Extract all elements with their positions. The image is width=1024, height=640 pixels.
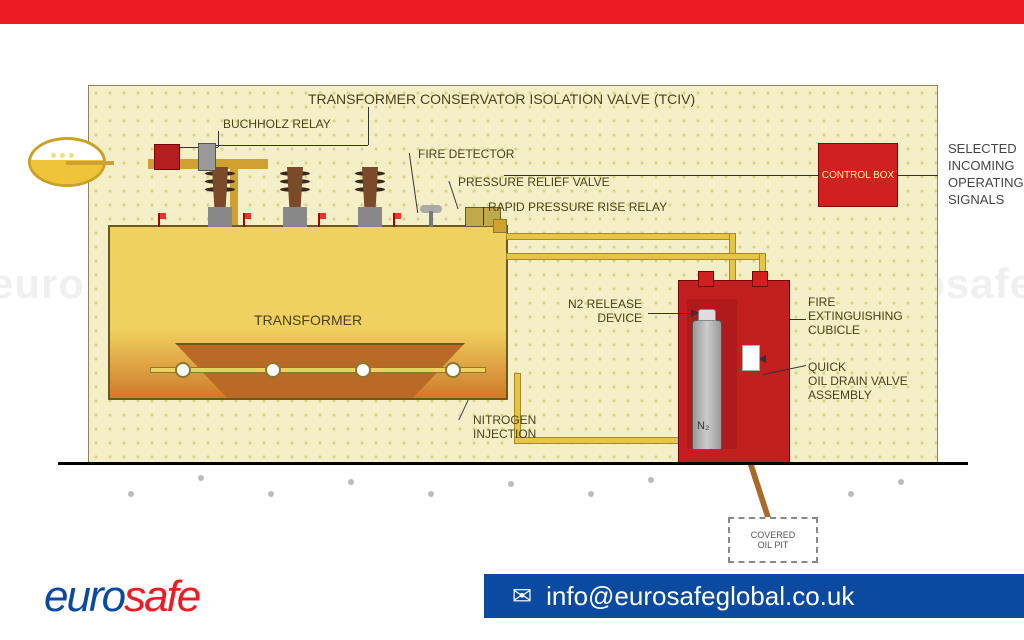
leader-tciv [368, 107, 369, 145]
fec-valve [698, 271, 714, 287]
label-buchholz: BUCHHOLZ RELAY [223, 117, 331, 131]
diagram: TRANSFORMER CONSERVATOR ISOLATION VALVE … [88, 85, 938, 505]
ni-pipe-out-h [514, 437, 680, 444]
label-fire-detector: FIRE DETECTOR [418, 147, 514, 161]
label-rprr: RAPID PRESSURE RISE RELAY [488, 200, 667, 214]
ni-pipe-internal [150, 367, 486, 373]
diagram-title: TRANSFORMER CONSERVATOR ISOLATION VALVE … [308, 91, 695, 107]
ground-line [58, 462, 968, 465]
email-text: info@eurosafeglobal.co.uk [546, 581, 854, 612]
qodv-device [742, 345, 760, 371]
oil-pit: COVERED OIL PIT [728, 517, 818, 563]
pipe-mid [506, 253, 766, 260]
ni-nozzle [445, 362, 461, 378]
label-prv: PRESSURE RELIEF VALVE [458, 175, 610, 189]
rprr-valve [493, 219, 507, 233]
fire-detector-flag [390, 213, 398, 227]
fec-valve [752, 271, 768, 287]
bushing [280, 167, 310, 227]
ni-nozzle [175, 362, 191, 378]
fd-to-control-line [504, 175, 818, 176]
label-qodv: QUICK OIL DRAIN VALVE ASSEMBLY [808, 360, 908, 402]
pressure-relief-valve [420, 205, 442, 227]
label-signals: SELECTED INCOMING OPERATING SIGNALS [948, 141, 1024, 209]
n2-cap [698, 309, 716, 321]
label-ni: NITROGEN INJECTION [473, 413, 536, 441]
transformer-label: TRANSFORMER [254, 312, 362, 328]
bushing [205, 167, 235, 227]
pipe-top [506, 233, 736, 240]
tciv-valve [198, 143, 216, 171]
buchholz-relay [154, 144, 180, 170]
fire-detector-flag [315, 213, 323, 227]
label-fec: FIRE EXTINGUISHING CUBICLE [808, 295, 903, 337]
ni-nozzle [265, 362, 281, 378]
label-n2-release: N2 RELEASE DEVICE [568, 297, 642, 325]
conservator-pipe [106, 158, 154, 168]
transformer-body: TRANSFORMER [108, 225, 508, 400]
fire-detector-flag [155, 213, 163, 227]
n2-label: N₂ [697, 420, 709, 432]
top-red-bar [0, 0, 1024, 24]
control-box: CONTROL BOX [818, 143, 898, 207]
ni-nozzle [355, 362, 371, 378]
brand-logo: eurosafe [44, 572, 199, 622]
bushing [355, 167, 385, 227]
control-box-label: CONTROL BOX [822, 170, 894, 181]
fire-detector-flag [240, 213, 248, 227]
email-bar[interactable]: info@eurosafeglobal.co.uk [484, 574, 1024, 618]
